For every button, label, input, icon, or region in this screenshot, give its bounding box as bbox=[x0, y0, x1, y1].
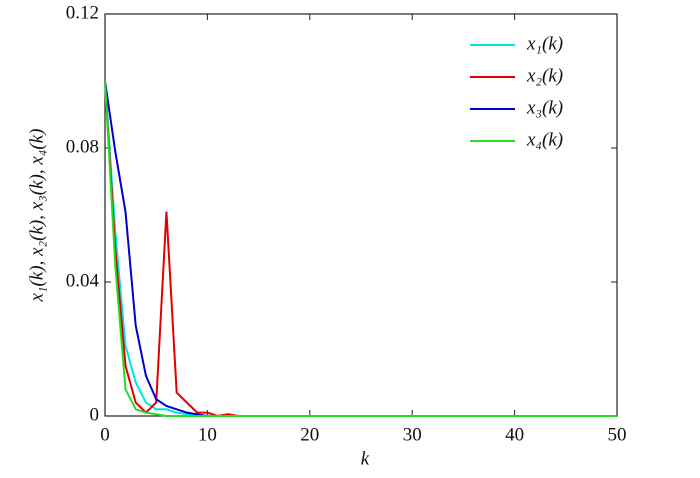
y-tick-label: 0.08 bbox=[66, 136, 99, 157]
x-tick-label: 10 bbox=[198, 424, 217, 445]
legend-label: x₁(k) bbox=[526, 33, 563, 54]
legend-label: x₂(k) bbox=[526, 65, 563, 86]
x-tick-label: 50 bbox=[608, 424, 627, 445]
x-tick-label: 0 bbox=[100, 424, 110, 445]
x-tick-label: 30 bbox=[403, 424, 422, 445]
y-tick-label: 0.04 bbox=[66, 270, 100, 291]
legend-label: x₄(k) bbox=[526, 129, 563, 150]
legend-label: x₃(k) bbox=[526, 97, 563, 118]
y-tick-label: 0 bbox=[90, 404, 100, 425]
y-tick-label: 0.12 bbox=[66, 2, 99, 23]
series-line bbox=[104, 80, 617, 417]
x-axis-label: k bbox=[361, 448, 370, 469]
x-tick-label: 40 bbox=[505, 424, 524, 445]
x-tick-label: 20 bbox=[300, 424, 319, 445]
y-axis-label: x₁(k), x₂(k), x₃(k), x₄(k) bbox=[26, 128, 47, 302]
